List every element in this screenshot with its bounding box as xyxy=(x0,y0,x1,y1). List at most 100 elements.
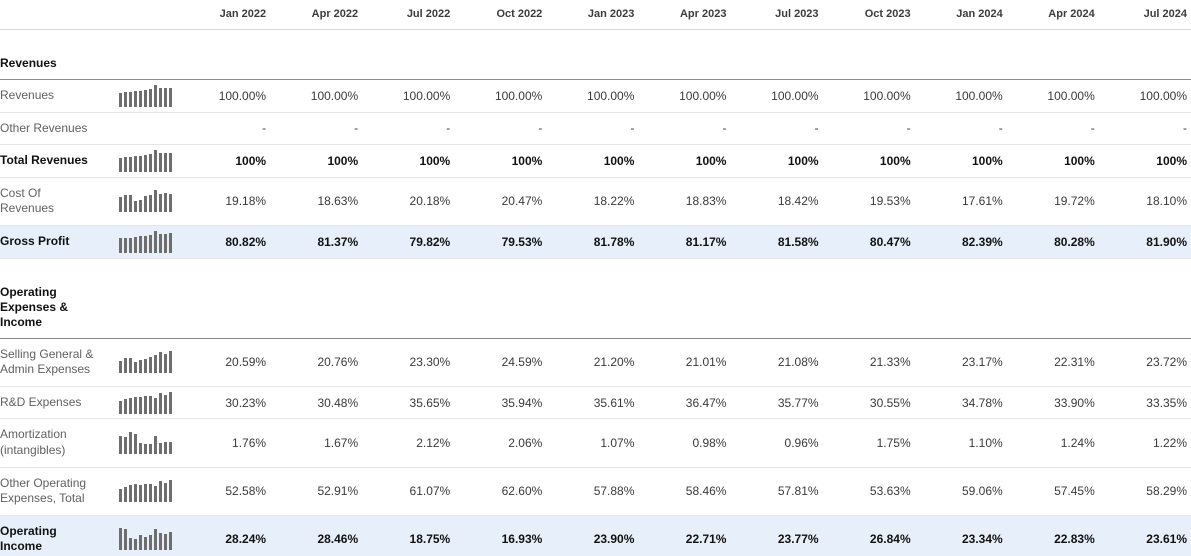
sparkline-bar xyxy=(149,484,152,503)
sparkline-cell xyxy=(118,177,178,226)
value-cell: 20.47% xyxy=(454,177,547,226)
value-cell: 19.18% xyxy=(178,177,271,226)
value-cell: 81.37% xyxy=(270,225,363,259)
value-cell: 1.24% xyxy=(1006,418,1099,468)
value-cell: 100.00% xyxy=(822,79,915,113)
sparkline-bar xyxy=(164,152,167,172)
sparkline-bar xyxy=(154,149,157,172)
value-cell: 100% xyxy=(1006,144,1099,178)
sparkline-bar xyxy=(129,156,132,172)
sparkline-chart xyxy=(119,190,172,213)
row-label: Amortization (intangibles) xyxy=(0,418,118,468)
sparkline-bar xyxy=(124,195,127,213)
sparkline-bar xyxy=(129,237,132,253)
value-cell: 23.17% xyxy=(914,338,1007,387)
corner-cell-label xyxy=(0,0,118,30)
value-cell: 19.53% xyxy=(822,177,915,226)
sparkline-bar xyxy=(144,484,147,503)
sparkline-bar xyxy=(159,392,162,414)
value-cell: 21.20% xyxy=(546,338,639,387)
sparkline-bar xyxy=(154,190,157,213)
sparkline-bar xyxy=(134,362,137,374)
sparkline-bar xyxy=(134,539,137,551)
section-header-cell: Revenues xyxy=(0,29,1191,80)
sparkline-chart xyxy=(119,391,172,414)
sparkline-bar xyxy=(129,358,132,374)
row-label: Other Operating Expenses, Total xyxy=(0,467,118,516)
sparkline-bar xyxy=(169,194,172,213)
value-cell: - xyxy=(454,112,547,146)
sparkline-chart xyxy=(119,480,172,503)
sparkline-bar xyxy=(134,90,137,107)
value-cell: 22.31% xyxy=(1006,338,1099,387)
value-cell: 52.58% xyxy=(178,467,271,516)
column-header: Jan 2023 xyxy=(546,0,639,30)
sparkline-bar xyxy=(144,89,147,107)
value-cell: 28.46% xyxy=(270,515,363,556)
table-row-other-operating-expenses-total: Other Operating Expenses, Total 52.58% 52.9… xyxy=(0,467,1191,516)
value-cell: - xyxy=(822,112,915,146)
sparkline-bar xyxy=(124,529,127,551)
sparkline-bar xyxy=(144,359,147,374)
value-cell: 30.55% xyxy=(822,386,915,420)
sparkline-bar xyxy=(159,194,162,213)
value-cell: 57.45% xyxy=(1006,467,1099,516)
value-cell: 80.82% xyxy=(178,225,271,259)
value-cell: 57.88% xyxy=(546,467,639,516)
sparkline-bar xyxy=(149,88,152,107)
value-cell: 100.00% xyxy=(1098,79,1191,113)
table-row-rd-expenses: R&D Expenses 30.23% 30.48% 35.65% 35.94% 35.6… xyxy=(0,386,1191,420)
sparkline-bar xyxy=(139,535,142,551)
sparkline-bar xyxy=(139,200,142,213)
value-cell: 22.83% xyxy=(1006,515,1099,556)
sparkline-bar xyxy=(154,84,157,107)
value-cell: - xyxy=(914,112,1007,146)
sparkline-bar xyxy=(119,157,122,172)
sparkline-bar xyxy=(129,397,132,414)
value-cell: 18.63% xyxy=(270,177,363,226)
sparkline-bar xyxy=(129,91,132,107)
column-header: Jul 2023 xyxy=(730,0,823,30)
value-cell: - xyxy=(362,112,455,146)
value-cell: 23.77% xyxy=(730,515,823,556)
column-header: Apr 2023 xyxy=(638,0,731,30)
value-cell: 81.58% xyxy=(730,225,823,259)
value-cell: 100% xyxy=(270,144,363,178)
row-label: R&D Expenses xyxy=(0,386,118,420)
sparkline-bar xyxy=(169,391,172,414)
table-row-other-revenues: Other Revenues - - - - - - - - - - - xyxy=(0,112,1191,146)
sparkline-bar xyxy=(139,155,142,172)
value-cell: 17.61% xyxy=(914,177,1007,226)
sparkline-bar xyxy=(134,201,137,213)
sparkline-cell xyxy=(118,338,178,387)
value-cell: 0.96% xyxy=(730,418,823,468)
sparkline-bar xyxy=(139,235,142,253)
value-cell: 16.93% xyxy=(454,515,547,556)
value-cell: 21.01% xyxy=(638,338,731,387)
sparkline-bar xyxy=(164,233,167,253)
value-cell: 23.90% xyxy=(546,515,639,556)
sparkline-bar xyxy=(169,480,172,503)
sparkline-bar xyxy=(139,360,142,374)
row-label: Selling General & Admin Expenses xyxy=(0,338,118,387)
value-cell: 20.76% xyxy=(270,338,363,387)
sparkline-bar xyxy=(119,197,122,213)
row-label: Gross Profit xyxy=(0,225,118,259)
sparkline-cell xyxy=(118,112,178,146)
header-row: Jan 2022 Apr 2022 Jul 2022 Oct 2022 Jan 2023… xyxy=(0,0,1191,30)
value-cell: 100.00% xyxy=(454,79,547,113)
table-header: Jan 2022 Apr 2022 Jul 2022 Oct 2022 Jan 2023… xyxy=(0,0,1191,30)
value-cell: 18.83% xyxy=(638,177,731,226)
sparkline-bar xyxy=(124,156,127,172)
corner-cell-spark xyxy=(118,0,178,30)
table-body: Revenues Revenues 100.00% 100.00% 100.00% 100… xyxy=(0,29,1191,556)
sparkline-bar xyxy=(159,352,162,374)
sparkline-bar xyxy=(164,193,167,213)
value-cell: 52.91% xyxy=(270,467,363,516)
value-cell: 1.07% xyxy=(546,418,639,468)
sparkline-chart xyxy=(119,431,172,454)
value-cell: 100% xyxy=(730,144,823,178)
column-header: Oct 2022 xyxy=(454,0,547,30)
value-cell: 1.76% xyxy=(178,418,271,468)
value-cell: 57.81% xyxy=(730,467,823,516)
